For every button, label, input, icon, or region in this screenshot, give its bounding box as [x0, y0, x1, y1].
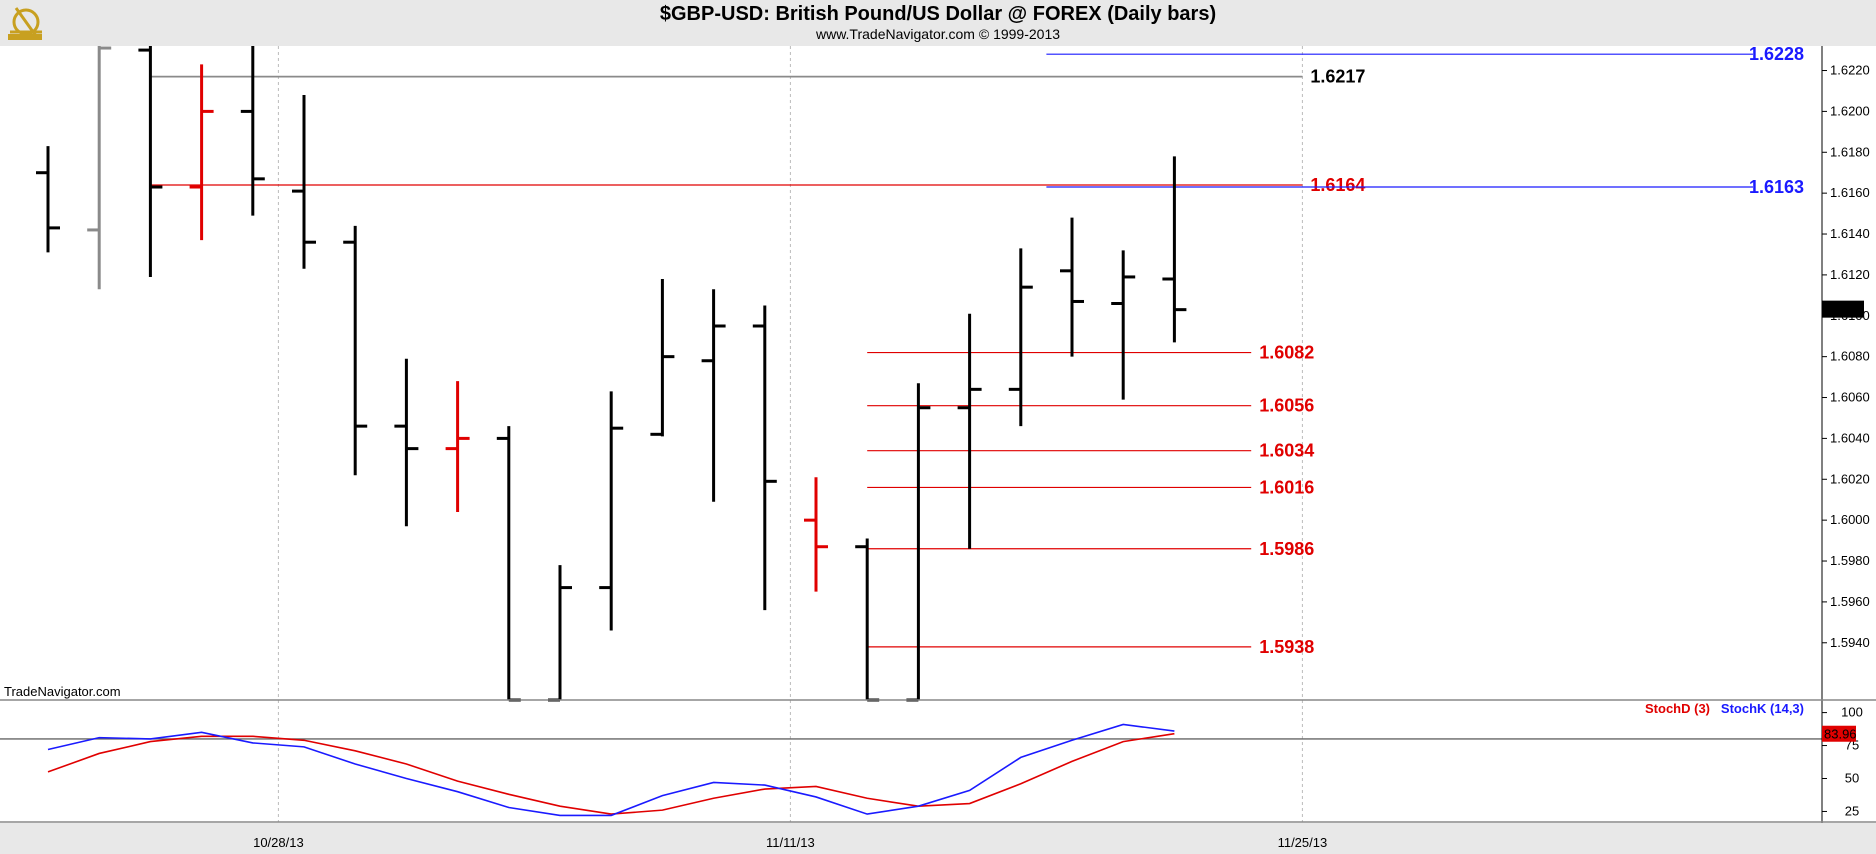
level-label-1-6034: 1.6034: [1259, 441, 1314, 461]
y-tick-label: 1.5960: [1830, 594, 1870, 609]
stoch-line-stochk: [47, 723, 1175, 817]
ohlc-bar: [189, 64, 214, 241]
stoch-y-tick-label: 25: [1845, 803, 1859, 818]
ohlc-bar: [599, 391, 624, 631]
ohlc-bar: [1162, 156, 1187, 343]
x-tick-label: 10/28/13: [253, 835, 304, 850]
sextant-logo-icon: [8, 7, 42, 40]
date-axis-background: [0, 823, 1876, 854]
ohlc-bar: [855, 538, 880, 702]
last-price-marker: [1822, 300, 1864, 318]
legend-stochd: StochD (3): [1645, 701, 1710, 716]
stoch-last-marker: [1822, 725, 1856, 742]
y-tick-label: 1.6040: [1830, 430, 1870, 445]
y-tick-label: 1.6160: [1830, 185, 1870, 200]
last-price-label: 1.6103: [1825, 303, 1865, 318]
level-label-1-6164: 1.6164: [1310, 175, 1365, 195]
ohlc-bar: [1008, 248, 1033, 427]
y-tick-label: 1.6060: [1830, 390, 1870, 405]
level-label-1-6163: 1.6163: [1749, 177, 1804, 197]
y-tick-label: 1.6080: [1830, 349, 1870, 364]
y-tick-label: 1.6180: [1830, 144, 1870, 159]
ohlc-bar: [496, 426, 521, 702]
level-label-1-5986: 1.5986: [1259, 539, 1314, 559]
ohlc-bar: [906, 383, 931, 702]
y-tick-label: 1.6200: [1830, 103, 1870, 118]
chart-header: $GBP-USD: British Pound/US Dollar @ FORE…: [0, 0, 1876, 46]
stoch-line-stochd: [47, 732, 1175, 815]
level-label-1-6016: 1.6016: [1259, 477, 1314, 497]
stochastic-lines: StochD (3) StochK (14,3): [47, 701, 1804, 817]
ohlc-bar: [650, 278, 675, 437]
level-label-1-5938: 1.5938: [1259, 637, 1314, 657]
level-label-1-6082: 1.6082: [1259, 343, 1314, 363]
y-tick-label: 1.5980: [1830, 553, 1870, 568]
ohlc-bar: [87, 46, 112, 290]
ohlc-bar: [445, 381, 470, 512]
ohlc-bar: [292, 95, 316, 269]
ohlc-bar: [957, 313, 982, 549]
y-tick-label: 1.5940: [1830, 635, 1870, 650]
ohlc-bar: [36, 146, 60, 253]
ohlc-bar: [138, 46, 163, 277]
ohlc-bar: [752, 305, 777, 611]
y-tick-label: 1.6000: [1830, 512, 1870, 527]
ohlc-bar: [1111, 250, 1136, 400]
ohlc-bars: [36, 46, 1187, 702]
axes: 10/28/13 11/11/13 11/25/13 1.5940 1.5960 1.59…: [0, 46, 1876, 854]
chart-subtitle: www.TradeNavigator.com © 1999-2013: [815, 26, 1061, 42]
y-tick-label: 1.6020: [1830, 471, 1870, 486]
y-tick-label: 1.6120: [1830, 267, 1870, 282]
ohlc-bar: [548, 565, 572, 702]
stoch-y-tick-label: 100: [1841, 705, 1863, 720]
stoch-last-label: 83.96: [1824, 727, 1857, 742]
ohlc-bar: [1060, 217, 1084, 357]
ohlc-bar: [701, 289, 726, 502]
level-label-1-6056: 1.6056: [1259, 396, 1314, 416]
ohlc-bar: [343, 225, 368, 476]
x-tick-label: 11/11/13: [766, 835, 815, 850]
ohlc-bar: [394, 358, 419, 527]
chart-title: $GBP-USD: British Pound/US Dollar @ FORE…: [659, 3, 1217, 25]
ohlc-bar: [804, 477, 828, 592]
y-tick-label: 1.6220: [1830, 63, 1870, 78]
y-tick-label: 1.6140: [1830, 226, 1870, 241]
x-tick-label: 11/25/13: [1278, 835, 1328, 850]
level-label-1-6228: 1.6228: [1749, 44, 1804, 64]
level-label-1-6217: 1.6217: [1310, 67, 1365, 87]
watermark: TradeNavigator.com: [4, 684, 121, 699]
stoch-y-tick-label: 50: [1845, 771, 1859, 786]
ohlc-bar: [240, 46, 265, 216]
legend-stochk: StochK (14,3): [1721, 701, 1804, 716]
price-levels: 1.6228 1.6217 1.6164 1.6163 1.6082 1.6056 1.60…: [150, 44, 1804, 657]
price-grid: [277, 46, 1303, 822]
